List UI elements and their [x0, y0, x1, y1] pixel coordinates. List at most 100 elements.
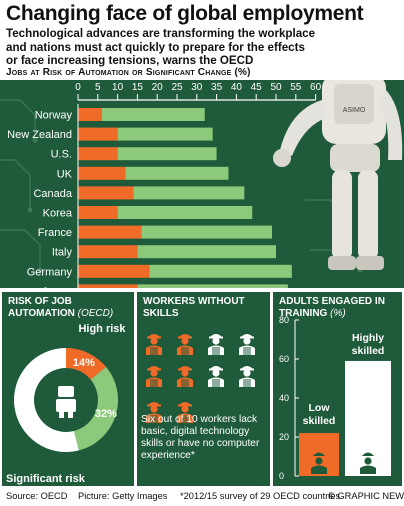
worker-helmet [313, 452, 325, 456]
significant-risk-bar [117, 127, 213, 141]
highly-skilled-bar [345, 360, 391, 476]
country-label: Canada [33, 188, 72, 200]
footer-note: *2012/15 survey of 29 OECD countries [180, 491, 341, 501]
x-tick-label: 50 [270, 82, 282, 93]
worker-icon [143, 362, 163, 387]
donut-slice-other [13, 348, 79, 452]
country-label: U.S. [51, 149, 72, 161]
significant-risk-bar [117, 206, 253, 219]
worker-icon [205, 330, 225, 355]
worker-icon [174, 362, 194, 387]
worker-icon [143, 330, 163, 355]
x-tick-label: 15 [132, 82, 144, 93]
significant-risk-bar [149, 264, 292, 278]
high-risk-bar [78, 284, 138, 288]
significant-risk-bar [133, 186, 245, 200]
svg-text:ASIMO: ASIMO [343, 107, 366, 114]
worker-head [364, 457, 372, 465]
low-skilled-label: Low [309, 402, 331, 414]
workers-without-skills-panel: Workers Without Skills [137, 292, 270, 486]
donut-slice-significant-risk [73, 366, 118, 451]
footer-source: Source: OECD [6, 491, 68, 501]
country-label: UK [57, 168, 73, 180]
x-tick-label: 40 [231, 82, 243, 93]
panel-title: Risk of Job Automation (OECD) [8, 296, 134, 320]
x-tick-label: 25 [171, 82, 183, 93]
robot-leg [59, 412, 64, 418]
country-label: Germany [27, 266, 73, 278]
risk-of-automation-panel: Risk of Job Automation (OECD) 14% 32% High… [2, 292, 134, 486]
x-tick-label: 0 [75, 82, 81, 93]
high-risk-bar [78, 166, 126, 180]
high-risk-bar [78, 186, 134, 200]
panel-title: Adults Engaged in Training (%) [279, 296, 399, 320]
country-label: Korea [43, 208, 73, 220]
header: Changing face of global employment Techn… [0, 0, 404, 80]
high-risk-bar [78, 245, 138, 259]
country-label: Italy [52, 247, 73, 259]
worker-icon [174, 398, 194, 423]
highly-skilled-worker-icon [360, 452, 376, 474]
adults-training-panel: Adults Engaged in Training (%) 0 20 40 60 80… [273, 292, 402, 486]
y-tick-label: 80 [279, 315, 289, 325]
worker-body [360, 465, 376, 474]
chart-title: Jobs at Risk of Automation or Significan… [6, 67, 251, 78]
x-tick-label: 35 [211, 82, 223, 93]
worker-head [315, 457, 323, 465]
page-title: Changing face of global employment [6, 2, 364, 25]
page-subtitle: Technological advances are transforming … [6, 27, 316, 67]
y-tick-label: 60 [279, 354, 289, 364]
panel-title-note: (%) [330, 308, 346, 319]
high-risk-bar [78, 108, 102, 121]
highly-skilled-label: skilled [352, 345, 385, 357]
country-label: Norway [35, 110, 73, 122]
donut-label-significant-risk: Significant risk [6, 473, 86, 485]
panel-title-text: Risk of Job Automation [8, 296, 75, 319]
donut-value-label: 14% [73, 357, 95, 369]
footer-credit: © GRAPHIC NEWS [328, 491, 404, 501]
footer-picture: Picture: Getty Images [78, 491, 168, 501]
significant-risk-bar [137, 245, 276, 259]
worker-icon [236, 362, 256, 387]
low-skilled-label: skilled [303, 415, 336, 427]
significant-risk-bar [101, 108, 205, 121]
country-label: Japan [42, 286, 72, 288]
worker-body [311, 465, 327, 474]
x-tick-label: 60 [310, 82, 322, 93]
worker-icon [205, 362, 225, 387]
y-tick-label: 0 [279, 471, 284, 481]
x-tick-label: 45 [251, 82, 263, 93]
robot-leg [68, 412, 73, 418]
x-tick-label: 20 [152, 82, 164, 93]
high-risk-bar [78, 206, 118, 219]
y-tick-label: 40 [279, 393, 289, 403]
high-risk-bar [78, 264, 150, 278]
low-skilled-worker-icon [311, 452, 327, 474]
donut-slice-high-risk [66, 348, 107, 380]
significant-risk-bar [125, 166, 229, 180]
worker-helmet [362, 452, 374, 456]
country-label: New Zealand [7, 129, 72, 141]
panel-title-note: (OECD) [77, 308, 114, 319]
robot-head [58, 386, 74, 397]
automation-donut-chart: 14% 32% High risk Significant risk [6, 323, 126, 485]
y-tick-label: 20 [279, 432, 289, 442]
donut-value-label: 32% [95, 408, 117, 420]
workers-caption: Six out of 10 workers lack basic, digita… [141, 414, 260, 461]
panel-title-text: Adults Engaged in Training [279, 296, 385, 319]
panel-title: Workers Without Skills [143, 296, 245, 319]
x-tick-label: 5 [95, 82, 101, 93]
x-tick-label: 10 [112, 82, 124, 93]
high-risk-bar [78, 225, 142, 239]
jobs-at-risk-chart: 0 5 10 15 20 25 30 35 40 45 50 55 60 Norway New Zealan… [7, 82, 322, 288]
significant-risk-bar [117, 147, 217, 161]
robot-icon [56, 386, 76, 418]
worker-icon [236, 330, 256, 355]
high-risk-bar [78, 127, 118, 141]
robot-body [56, 399, 76, 412]
highly-skilled-label: Highly [352, 332, 384, 344]
significant-risk-bar [141, 225, 273, 239]
high-risk-bar [78, 147, 118, 161]
